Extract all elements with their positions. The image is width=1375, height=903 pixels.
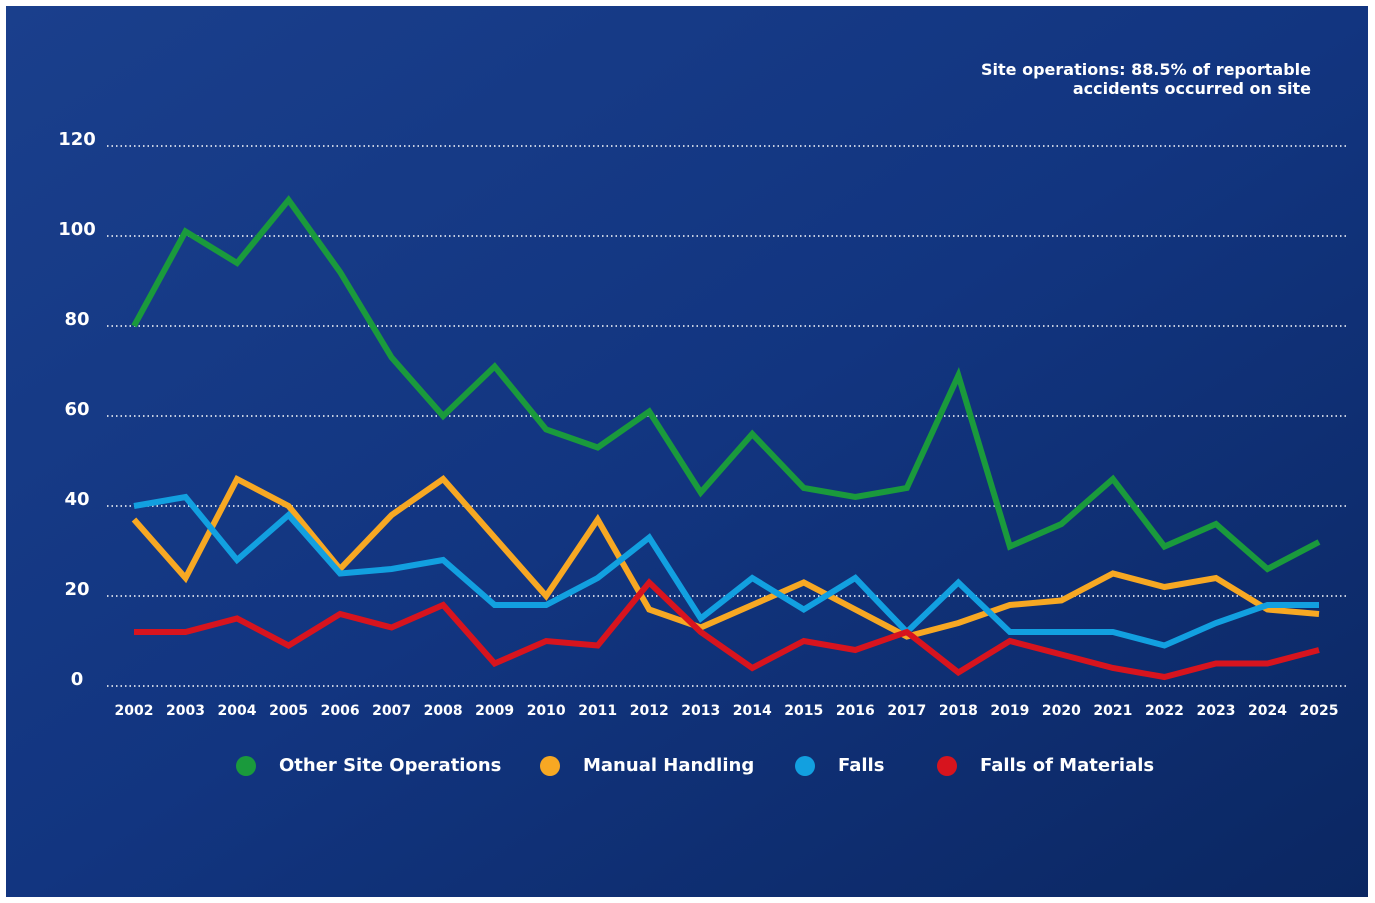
y-tick-label: 20 [64, 579, 89, 600]
legend-label: Falls [838, 755, 884, 776]
x-tick-label: 2015 [784, 703, 823, 719]
y-tick-label: 60 [64, 399, 89, 420]
series-line [134, 578, 1320, 681]
y-tick-label: 40 [64, 489, 89, 510]
y-tick-label: 100 [58, 219, 96, 240]
x-tick-label: 2010 [527, 703, 566, 719]
legend-marker [236, 756, 256, 776]
legend-label: Falls of Materials [980, 755, 1154, 776]
x-tick-label: 2024 [1248, 703, 1287, 719]
legend-label: Other Site Operations [279, 755, 501, 776]
x-tick-label: 2003 [166, 703, 205, 719]
x-tick-label: 2009 [475, 703, 514, 719]
legend-marker [937, 756, 957, 776]
x-tick-label: 2004 [218, 703, 257, 719]
x-tick-label: 2020 [1042, 703, 1081, 719]
x-tick-label: 2017 [887, 703, 926, 719]
legend-label: Manual Handling [583, 755, 754, 776]
x-tick-label: 2006 [321, 703, 360, 719]
y-tick-label: 0 [71, 669, 84, 690]
x-tick-label: 2013 [681, 703, 720, 719]
x-tick-label: 2012 [630, 703, 669, 719]
background [6, 6, 1368, 897]
x-tick-label: 2025 [1300, 703, 1339, 719]
x-tick-label: 2008 [424, 703, 463, 719]
x-tick-label: 2018 [939, 703, 978, 719]
x-tick-label: 2005 [269, 703, 308, 719]
y-tick-label: 80 [64, 309, 89, 330]
x-tick-label: 2007 [372, 703, 411, 719]
x-tick-label: 2002 [115, 703, 154, 719]
series-line [131, 195, 1321, 573]
series-line [131, 474, 1320, 640]
legend-marker [540, 756, 560, 776]
x-tick-label: 2022 [1145, 703, 1184, 719]
x-tick-label: 2014 [733, 703, 772, 719]
x-tick-label: 2011 [578, 703, 617, 719]
legend-marker [795, 756, 815, 776]
series-line [133, 493, 1319, 649]
x-tick-label: 2021 [1093, 703, 1132, 719]
x-tick-label: 2016 [836, 703, 875, 719]
y-tick-label: 120 [58, 129, 96, 150]
x-tick-label: 2019 [990, 703, 1029, 719]
annotation: Site operations: 88.5% of reportable acc… [981, 60, 1311, 98]
x-tick-label: 2023 [1196, 703, 1235, 719]
